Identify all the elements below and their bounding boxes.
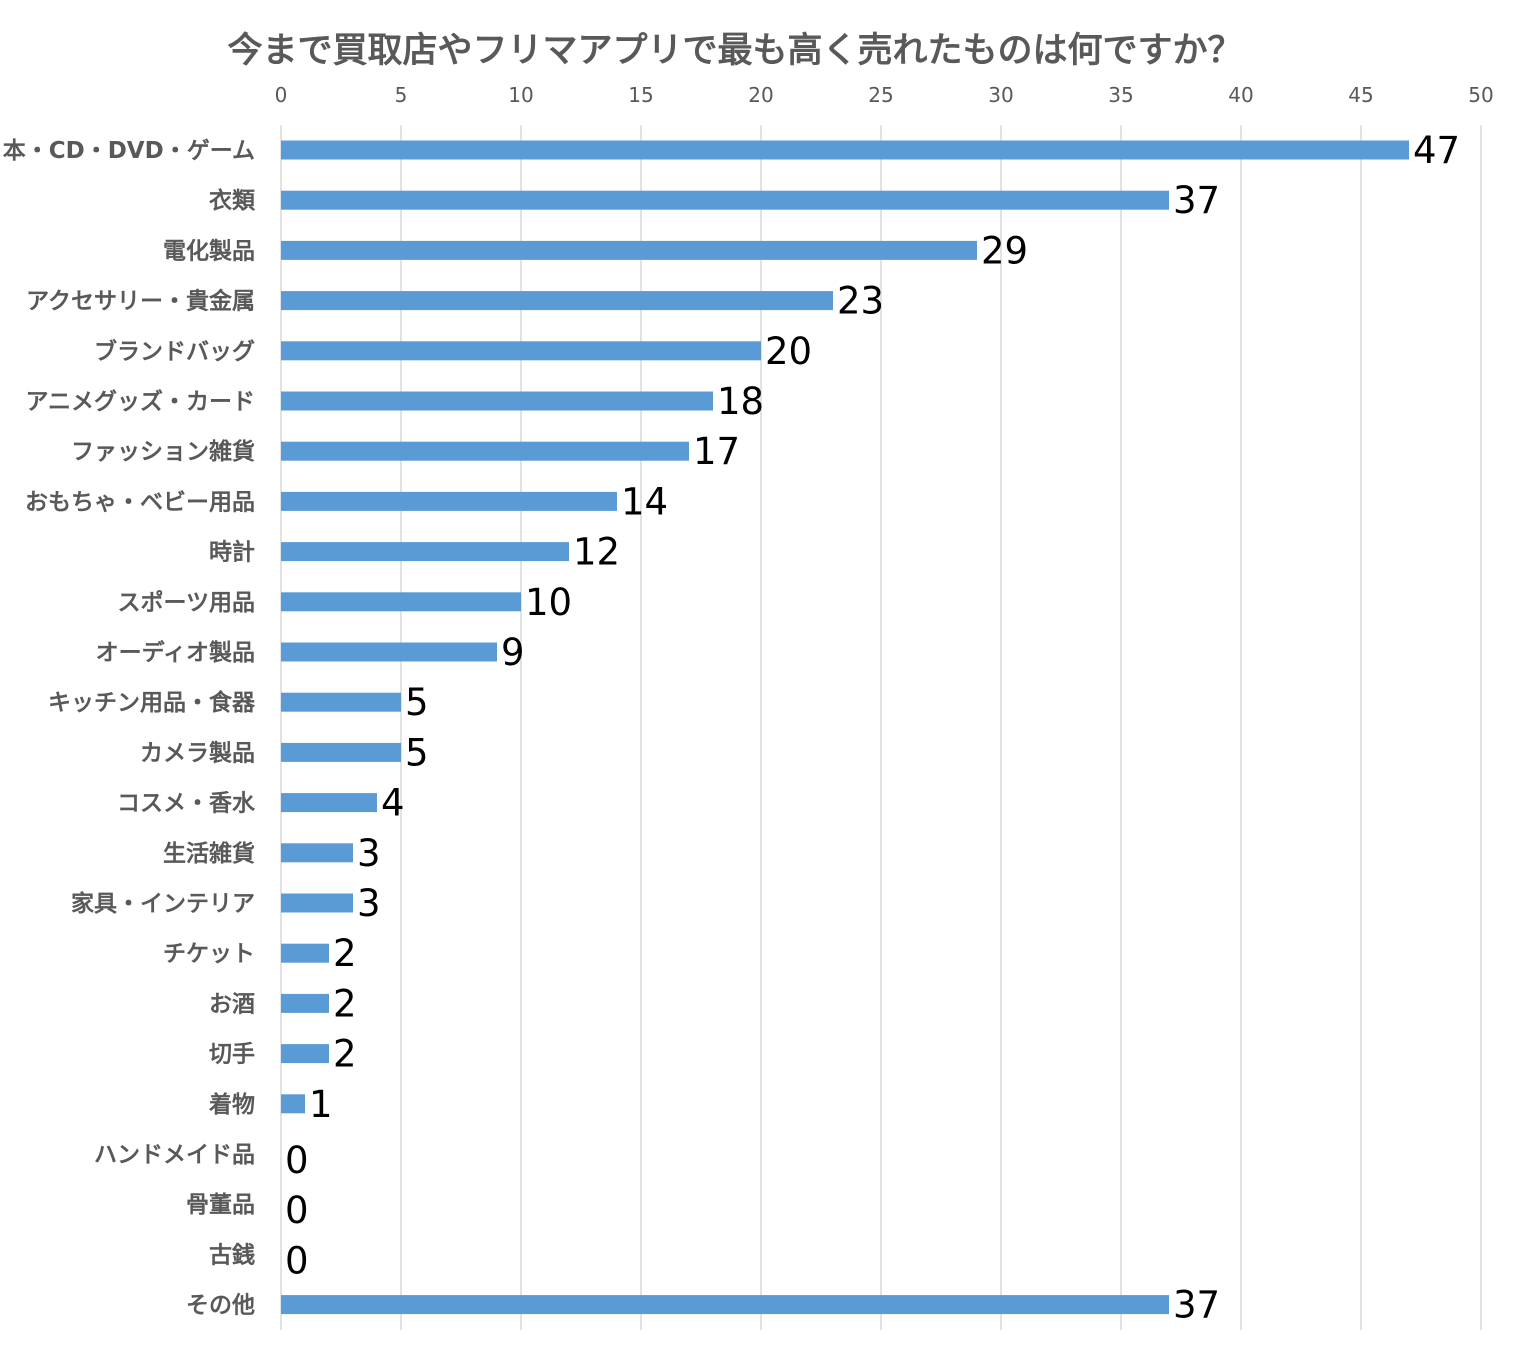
data-label: 0 bbox=[285, 1189, 309, 1232]
category-label: オーディオ製品 bbox=[96, 639, 255, 666]
bar bbox=[281, 592, 521, 612]
category-label: 古銭 bbox=[209, 1241, 255, 1268]
data-label: 23 bbox=[837, 280, 884, 323]
bar bbox=[281, 240, 977, 260]
category-label: アクセサリー・貴金属 bbox=[26, 288, 255, 315]
category-label: アニメグッズ・カード bbox=[25, 388, 255, 415]
x-tick-label: 35 bbox=[1108, 83, 1133, 107]
category-label: 時計 bbox=[209, 539, 255, 566]
category-label: 衣類 bbox=[209, 187, 256, 214]
bar bbox=[281, 1094, 305, 1114]
category-label: おもちゃ・ベビー用品 bbox=[25, 489, 255, 515]
x-tick-label: 50 bbox=[1468, 83, 1493, 107]
data-label: 37 bbox=[1173, 1284, 1220, 1327]
bar bbox=[281, 993, 329, 1013]
data-label: 2 bbox=[333, 982, 357, 1025]
bar bbox=[281, 391, 713, 411]
bar bbox=[281, 291, 833, 311]
category-label: 電化製品 bbox=[163, 237, 255, 264]
bar bbox=[281, 441, 689, 461]
bars bbox=[281, 140, 1409, 1315]
data-label: 17 bbox=[693, 430, 740, 473]
data-label: 2 bbox=[333, 1033, 357, 1076]
category-label: 骨董品 bbox=[186, 1192, 255, 1218]
category-label: チケット bbox=[163, 941, 255, 967]
x-tick-label: 25 bbox=[868, 83, 893, 107]
category-label: コスメ・香水 bbox=[117, 791, 256, 817]
chart-title: 今まで買取店やフリマアプリで最も高く売れたものは何ですか？ bbox=[227, 31, 1242, 71]
category-label: 本・CD・DVD・ゲーム bbox=[3, 138, 255, 164]
category-labels: 本・CD・DVD・ゲーム衣類電化製品アクセサリー・貴金属ブランドバッグアニメグッ… bbox=[3, 138, 256, 1319]
category-label: カメラ製品 bbox=[140, 739, 255, 766]
data-label: 0 bbox=[285, 1139, 309, 1182]
x-axis-tick-labels: 0 5 10 15 20 25 30 35 40 45 50 bbox=[275, 83, 1494, 107]
data-label: 3 bbox=[357, 882, 381, 925]
data-label: 20 bbox=[765, 330, 812, 373]
data-label: 1 bbox=[309, 1083, 333, 1126]
data-label: 10 bbox=[525, 581, 572, 624]
category-label: 切手 bbox=[209, 1042, 255, 1068]
x-tick-label: 15 bbox=[628, 83, 653, 107]
x-tick-label: 5 bbox=[395, 83, 408, 107]
data-label: 47 bbox=[1413, 129, 1460, 172]
bar bbox=[281, 341, 761, 361]
gridlines bbox=[280, 125, 1482, 1330]
data-label: 29 bbox=[981, 229, 1028, 272]
category-label: お酒 bbox=[209, 991, 255, 1017]
x-tick-label: 30 bbox=[988, 83, 1013, 107]
x-tick-label: 45 bbox=[1348, 83, 1373, 107]
bar bbox=[281, 843, 353, 863]
bar bbox=[281, 943, 329, 963]
x-tick-label: 10 bbox=[508, 83, 533, 107]
bar bbox=[281, 491, 617, 511]
category-label: ファッション雑貨 bbox=[71, 438, 255, 465]
bar bbox=[281, 140, 1409, 160]
category-label: ブランドバッグ bbox=[94, 338, 255, 365]
category-label: 着物 bbox=[209, 1091, 255, 1118]
data-label: 37 bbox=[1173, 179, 1220, 222]
bar bbox=[281, 1044, 329, 1064]
category-label: その他 bbox=[186, 1293, 255, 1319]
data-label: 5 bbox=[405, 731, 429, 774]
category-label: ハンドメイド品 bbox=[94, 1142, 255, 1168]
category-label: スポーツ用品 bbox=[117, 589, 255, 616]
data-label: 14 bbox=[621, 480, 668, 523]
data-label: 4 bbox=[381, 782, 405, 825]
category-label: 生活雑貨 bbox=[163, 840, 255, 867]
x-tick-label: 0 bbox=[275, 83, 288, 107]
bar bbox=[281, 692, 401, 712]
bar bbox=[281, 642, 497, 662]
bar bbox=[281, 893, 353, 913]
bar bbox=[281, 542, 569, 562]
x-tick-label: 40 bbox=[1228, 83, 1253, 107]
bar bbox=[281, 190, 1169, 210]
data-label: 2 bbox=[333, 932, 357, 975]
category-label: キッチン用品・食器 bbox=[48, 689, 256, 716]
data-label: 12 bbox=[573, 531, 620, 574]
x-tick-label: 20 bbox=[748, 83, 773, 107]
data-label: 18 bbox=[717, 380, 764, 423]
data-label: 5 bbox=[405, 681, 429, 724]
bar bbox=[281, 793, 377, 813]
bar bbox=[281, 742, 401, 762]
data-label: 9 bbox=[501, 631, 525, 674]
category-label: 家具・インテリア bbox=[71, 890, 255, 917]
data-label: 0 bbox=[285, 1239, 309, 1282]
data-label: 3 bbox=[357, 832, 381, 875]
bar bbox=[281, 1295, 1169, 1315]
